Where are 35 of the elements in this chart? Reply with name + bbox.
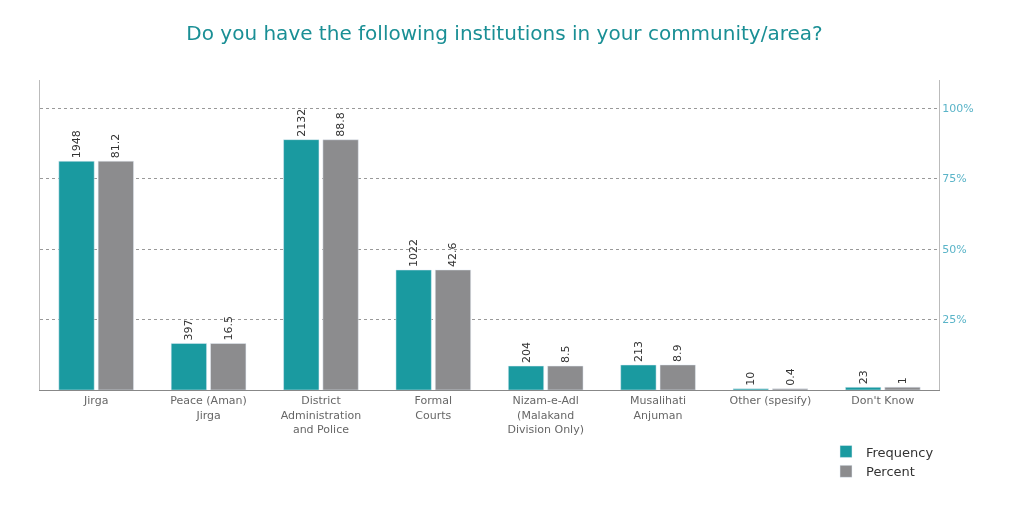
bar: [395, 269, 432, 390]
data-label: 397: [182, 319, 196, 341]
data-label: 204: [519, 342, 533, 364]
y2-tick-label: 100%: [942, 102, 974, 116]
bar: [508, 365, 544, 390]
data-label: 8.9: [671, 344, 685, 362]
data-label: 213: [631, 340, 645, 362]
x-tick-label: District Administration and Police: [280, 394, 362, 436]
data-label: 23: [856, 370, 870, 385]
y2-tick-label: 75%: [942, 172, 967, 186]
data-label: 1: [895, 377, 909, 385]
legend-label: Percent: [866, 464, 915, 480]
x-tick-label: Don't Know: [851, 394, 915, 408]
x-tick-label: Formal Courts: [414, 394, 453, 422]
data-label: 1948: [70, 130, 84, 159]
data-label: 2132: [294, 108, 308, 137]
data-label: 8.5: [558, 345, 572, 364]
data-label: 10: [744, 371, 758, 386]
y2-tick-label: 25%: [942, 313, 967, 327]
bar: [58, 161, 95, 390]
y2-tick-label: 50%: [942, 242, 967, 256]
data-label: 81.2: [109, 133, 123, 159]
data-label: 16.5: [221, 316, 235, 341]
x-tick-label: Other (spesify): [729, 394, 812, 408]
data-label: 1022: [407, 238, 421, 267]
x-tick-label: Peace (Aman) Jirga: [170, 394, 247, 422]
x-tick-label: Jirga: [83, 394, 109, 408]
data-label: 0.4: [783, 368, 797, 386]
x-tick-label: Musalihati Anjuman: [629, 394, 687, 422]
bar: [170, 343, 207, 390]
x-tick-label: Nizam-e-Adl (Malakand Division Only): [507, 394, 584, 436]
legend-label: Frequency: [866, 444, 934, 460]
chart-title: Do you have the following institutions in your community/area?: [186, 21, 823, 45]
data-label: 42.6: [446, 242, 460, 267]
data-label: 88.8: [334, 112, 348, 137]
